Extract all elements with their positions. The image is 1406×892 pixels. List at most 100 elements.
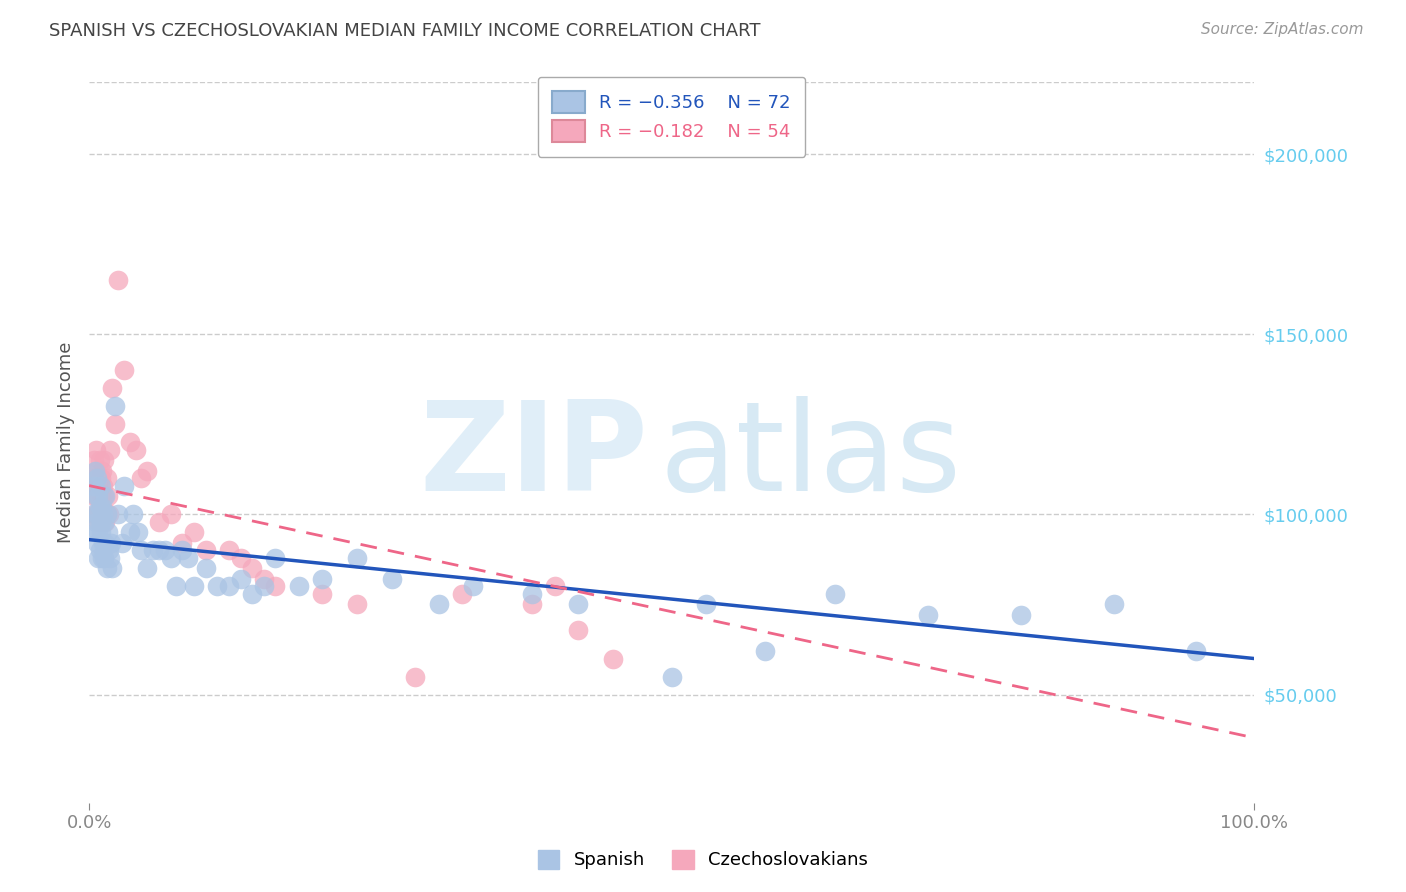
Point bbox=[90, 515, 112, 529]
Point bbox=[131, 543, 153, 558]
Point bbox=[240, 561, 263, 575]
Point bbox=[229, 550, 252, 565]
Point bbox=[165, 579, 187, 593]
Point bbox=[229, 572, 252, 586]
Point bbox=[253, 572, 276, 586]
Point bbox=[240, 587, 263, 601]
Point bbox=[111, 536, 134, 550]
Point bbox=[136, 561, 159, 575]
Point bbox=[172, 536, 194, 550]
Point bbox=[177, 550, 200, 565]
Point bbox=[82, 471, 104, 485]
Point bbox=[194, 543, 217, 558]
Point bbox=[159, 508, 181, 522]
Point bbox=[311, 587, 333, 601]
Point bbox=[96, 561, 118, 575]
Point bbox=[87, 490, 110, 504]
Point bbox=[112, 478, 135, 492]
Point bbox=[89, 453, 111, 467]
Point bbox=[96, 508, 118, 522]
Point bbox=[94, 536, 117, 550]
Point bbox=[82, 508, 104, 522]
Point bbox=[89, 543, 111, 558]
Point bbox=[94, 490, 117, 504]
Point bbox=[205, 579, 228, 593]
Point bbox=[142, 543, 165, 558]
Point bbox=[86, 471, 108, 485]
Point bbox=[87, 550, 110, 565]
Point bbox=[87, 515, 110, 529]
Point bbox=[90, 490, 112, 504]
Point bbox=[194, 561, 217, 575]
Point bbox=[93, 515, 115, 529]
Point bbox=[93, 550, 115, 565]
Point bbox=[695, 598, 717, 612]
Point bbox=[520, 598, 543, 612]
Point bbox=[84, 490, 107, 504]
Point bbox=[567, 598, 589, 612]
Point bbox=[84, 442, 107, 457]
Point bbox=[917, 608, 939, 623]
Point bbox=[91, 508, 114, 522]
Point bbox=[101, 381, 124, 395]
Point bbox=[83, 478, 105, 492]
Point bbox=[90, 500, 112, 515]
Point bbox=[148, 543, 170, 558]
Point bbox=[90, 508, 112, 522]
Point bbox=[84, 490, 107, 504]
Point bbox=[264, 550, 287, 565]
Point bbox=[218, 579, 240, 593]
Point bbox=[122, 508, 145, 522]
Point bbox=[83, 525, 105, 540]
Point bbox=[89, 490, 111, 504]
Point bbox=[311, 572, 333, 586]
Point bbox=[83, 478, 105, 492]
Point bbox=[148, 515, 170, 529]
Legend: Spanish, Czechoslovakians: Spanish, Czechoslovakians bbox=[529, 841, 877, 879]
Point bbox=[136, 464, 159, 478]
Point bbox=[218, 543, 240, 558]
Point bbox=[87, 478, 110, 492]
Point bbox=[287, 579, 309, 593]
Point bbox=[91, 508, 114, 522]
Point bbox=[90, 550, 112, 565]
Text: Source: ZipAtlas.com: Source: ZipAtlas.com bbox=[1201, 22, 1364, 37]
Point bbox=[118, 435, 141, 450]
Point bbox=[131, 471, 153, 485]
Point bbox=[450, 587, 472, 601]
Point bbox=[346, 598, 368, 612]
Point bbox=[86, 508, 108, 522]
Point bbox=[93, 490, 115, 504]
Point bbox=[346, 550, 368, 565]
Legend: R = −0.356    N = 72, R = −0.182    N = 54: R = −0.356 N = 72, R = −0.182 N = 54 bbox=[538, 77, 806, 157]
Point bbox=[253, 579, 276, 593]
Point bbox=[172, 543, 194, 558]
Point bbox=[404, 669, 426, 683]
Point bbox=[86, 508, 108, 522]
Point bbox=[98, 550, 121, 565]
Point bbox=[83, 464, 105, 478]
Point bbox=[97, 543, 120, 558]
Point bbox=[112, 363, 135, 377]
Point bbox=[567, 623, 589, 637]
Point bbox=[86, 536, 108, 550]
Point bbox=[83, 490, 105, 504]
Point bbox=[89, 500, 111, 515]
Text: SPANISH VS CZECHOSLOVAKIAN MEDIAN FAMILY INCOME CORRELATION CHART: SPANISH VS CZECHOSLOVAKIAN MEDIAN FAMILY… bbox=[49, 22, 761, 40]
Point bbox=[84, 464, 107, 478]
Text: ZIP: ZIP bbox=[419, 396, 648, 517]
Point bbox=[96, 508, 118, 522]
Point bbox=[86, 471, 108, 485]
Point bbox=[97, 490, 120, 504]
Point bbox=[754, 644, 776, 658]
Point bbox=[91, 478, 114, 492]
Point bbox=[104, 400, 127, 414]
Point bbox=[183, 525, 205, 540]
Point bbox=[124, 442, 146, 457]
Point bbox=[90, 478, 112, 492]
Point bbox=[107, 273, 129, 287]
Point bbox=[90, 525, 112, 540]
Point bbox=[1184, 644, 1206, 658]
Point bbox=[824, 587, 846, 601]
Point bbox=[159, 550, 181, 565]
